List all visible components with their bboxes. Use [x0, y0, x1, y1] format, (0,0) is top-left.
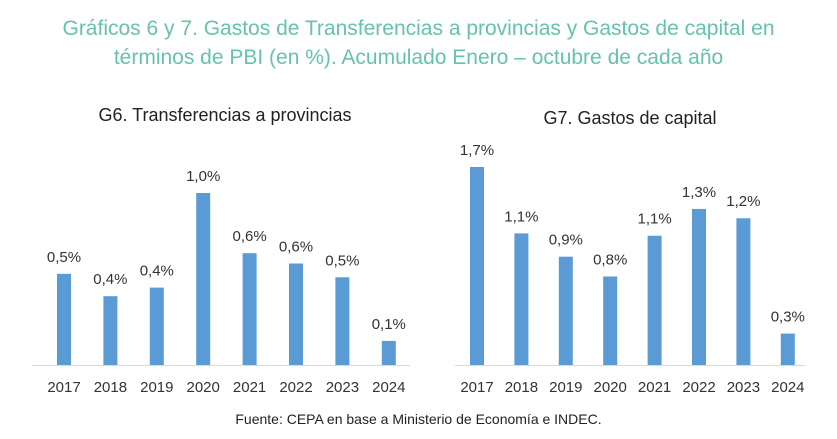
data-label: 1,1%: [637, 211, 671, 228]
bar-2021: [242, 253, 257, 365]
x-tick-label: 2023: [727, 379, 760, 396]
data-label: 1,2%: [726, 193, 760, 210]
bar-2017: [57, 273, 71, 365]
data-label: 1,0%: [186, 168, 220, 185]
bar-2023: [335, 277, 350, 365]
data-label: 1,7%: [460, 142, 494, 159]
bar-2017: [470, 167, 484, 365]
data-label: 0,9%: [549, 232, 583, 249]
figure-title: Gráficos 6 y 7. Gastos de Transferencias…: [0, 14, 837, 72]
title-line-1: Gráficos 6 y 7. Gastos de Transferencias…: [62, 17, 775, 40]
x-tick-label: 2017: [460, 379, 493, 396]
data-label: 0,6%: [232, 228, 266, 245]
chart-title: G7. Gastos de capital: [543, 108, 716, 128]
data-label: 0,1%: [372, 316, 406, 333]
data-label: 0,5%: [325, 252, 359, 269]
source-note: Fuente: CEPA en base a Ministerio de Eco…: [235, 411, 602, 427]
x-tick-label: 2021: [233, 379, 266, 396]
x-tick-label: 2017: [47, 379, 80, 396]
x-tick-label: 2018: [94, 379, 127, 396]
bar-2022: [289, 263, 303, 365]
data-label: 1,1%: [504, 208, 538, 225]
bar-2019: [558, 256, 573, 365]
data-label: 0,8%: [593, 251, 627, 268]
data-label: 0,3%: [771, 309, 805, 326]
x-tick-label: 2022: [682, 379, 715, 396]
bar-2020: [196, 193, 211, 365]
data-label: 0,4%: [140, 263, 174, 280]
chart-title: G6. Transferencias a provincias: [98, 105, 351, 125]
bar-2020: [603, 276, 618, 365]
bar-2018: [514, 233, 529, 365]
data-label: 0,6%: [279, 239, 313, 256]
x-tick-label: 2024: [771, 379, 804, 396]
x-tick-label: 2019: [140, 379, 173, 396]
bar-2024: [381, 340, 396, 365]
bar-2018: [103, 296, 118, 365]
x-tick-label: 2022: [279, 379, 312, 396]
x-tick-label: 2019: [549, 379, 582, 396]
data-label: 0,5%: [47, 249, 81, 266]
x-tick-label: 2020: [187, 379, 220, 396]
bar-2022: [692, 208, 706, 365]
bar-2024: [780, 333, 795, 365]
x-tick-label: 2020: [594, 379, 627, 396]
bar-2023: [736, 218, 751, 365]
x-tick-label: 2021: [638, 379, 671, 396]
x-tick-label: 2024: [372, 379, 405, 396]
x-tick-label: 2023: [326, 379, 359, 396]
bar-2019: [149, 287, 164, 365]
data-label: 1,3%: [682, 184, 716, 201]
title-line-2: términos de PBI (en %). Acumulado Enero …: [113, 46, 724, 69]
data-label: 0,4%: [93, 271, 127, 288]
x-tick-label: 2018: [505, 379, 538, 396]
bar-2021: [647, 235, 662, 365]
